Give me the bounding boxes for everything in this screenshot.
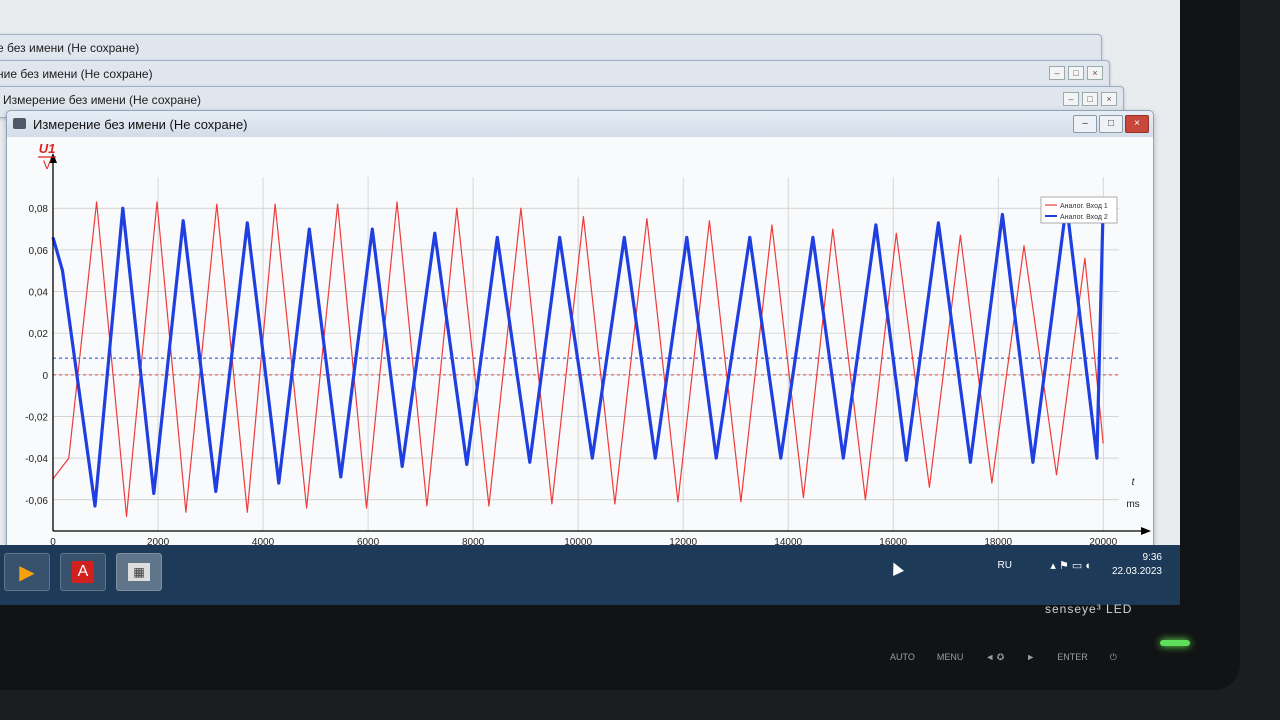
axes: [49, 153, 1151, 535]
x-tick-label: 20000: [1089, 537, 1117, 548]
x-tick-label: 18000: [984, 537, 1012, 548]
x-tick-label: 2000: [147, 537, 170, 548]
language-indicator[interactable]: RU: [997, 560, 1012, 571]
close-button[interactable]: ×: [1125, 115, 1149, 133]
background-window-title: Измерение без имени (Не сохране): [3, 93, 201, 107]
measurement-window[interactable]: Измерение без имени (Не сохране) – □ × 0…: [6, 110, 1154, 557]
legend-box: [1040, 196, 1118, 224]
screen: е без имени (Не сохране) ние без имени (…: [0, 0, 1180, 605]
series-group[interactable]: [51, 201, 1105, 517]
x-tick-label: 8000: [462, 537, 485, 548]
monitor-enter-button[interactable]: ENTER: [1057, 652, 1088, 662]
play-icon: ▶: [19, 561, 35, 584]
maximize-icon[interactable]: □: [1068, 66, 1084, 80]
monitor-left-button[interactable]: ◄ ✪: [985, 652, 1005, 662]
background-window-title: е без имени (Не сохране): [0, 41, 140, 55]
mean-lines: [53, 357, 1119, 376]
pdf-icon: A: [71, 561, 95, 583]
pdf-reader-taskbar-button[interactable]: A: [60, 553, 106, 591]
y-axis-label: U1: [39, 141, 56, 156]
series-2-line[interactable]: [51, 202, 1105, 508]
y-tick-label: 0: [42, 371, 48, 382]
window-controls: – □ ×: [1073, 115, 1149, 133]
system-tray: RU ▴ ⚑ ▭ ◐ 9:36 22.03.2023: [998, 551, 1162, 579]
window-titlebar[interactable]: Измерение без имени (Не сохране) – □ ×: [7, 111, 1153, 137]
maximize-icon[interactable]: □: [1082, 92, 1098, 106]
monitor-brand-logo: senseye³ LED: [1045, 602, 1133, 616]
y-axis-arrow-icon: [49, 153, 57, 163]
media-player-taskbar-button[interactable]: ▶: [4, 553, 50, 591]
power-led: [1160, 640, 1190, 646]
measurement-app-icon: ▦: [128, 563, 150, 581]
tray-icons[interactable]: ▴ ⚑ ▭ ◐: [1050, 560, 1092, 572]
measurement-app-taskbar-button[interactable]: ▦: [116, 553, 162, 591]
x-tick-label: 4000: [252, 537, 275, 548]
x-tick-label: 14000: [774, 537, 802, 548]
app-icon: [13, 118, 26, 129]
tick-labels: 0,08 0,06 0,04 0,02 0 -0,02 -0,04 -0,06 0 2000 400…: [25, 204, 1117, 548]
y-tick-label: -0,06: [25, 496, 48, 507]
x-axis-unit: ms: [1126, 499, 1139, 510]
x-tick-label: 6000: [357, 537, 380, 548]
window-controls: – □ ×: [1063, 92, 1117, 106]
legend-label-series-2: Аналог. Вход 2: [1060, 214, 1108, 221]
minimize-icon[interactable]: –: [1063, 92, 1079, 106]
taskbar: ▶ A ▦ RU ▴ ⚑ ▭ ◐ 9:36 22.03.2023: [0, 545, 1180, 605]
chart[interactable]: 0,08 0,06 0,04 0,02 0 -0,02 -0,04 -0,06 0 2000 400…: [7, 137, 1153, 556]
minimize-icon[interactable]: –: [1049, 66, 1065, 80]
y-tick-label: 0,08: [29, 204, 49, 215]
monitor-menu-button[interactable]: MENU: [936, 652, 964, 662]
clock-date[interactable]: 22.03.2023: [1111, 566, 1162, 577]
background-window-title: ние без имени (Не сохране): [0, 67, 153, 81]
x-tick-label: 12000: [669, 537, 697, 548]
y-tick-label: -0,04: [25, 454, 48, 465]
close-icon[interactable]: ×: [1101, 92, 1117, 106]
monitor-power-button[interactable]: ⏻: [1109, 652, 1117, 662]
legend[interactable]: Аналог. Вход 1 Аналог. Вход 2: [1040, 196, 1118, 224]
monitor-right-button[interactable]: ►: [1026, 652, 1036, 662]
y-tick-label: 0,02: [29, 329, 49, 340]
x-axis-arrow-icon: [1141, 527, 1151, 535]
maximize-button[interactable]: □: [1099, 115, 1123, 133]
x-tick-label: 10000: [564, 537, 592, 548]
y-tick-label: -0,02: [25, 412, 48, 423]
y-axis-unit: V: [43, 158, 51, 172]
monitor-auto-button[interactable]: AUTO: [890, 652, 915, 662]
window-title: Измерение без имени (Не сохране): [33, 117, 248, 132]
series-1-line[interactable]: [52, 201, 1104, 517]
y-tick-label: 0,06: [29, 246, 49, 257]
window-controls: – □ ×: [1049, 66, 1103, 80]
legend-label-series-1: Аналог. Вход 1: [1060, 203, 1108, 210]
minimize-button[interactable]: –: [1073, 115, 1097, 133]
x-tick-label: 16000: [879, 537, 907, 548]
x-tick-label: 0: [50, 537, 56, 548]
x-axis-label: t: [1132, 477, 1136, 488]
y-tick-label: 0,04: [29, 288, 49, 299]
close-icon[interactable]: ×: [1087, 66, 1103, 80]
monitor-buttons: AUTO MENU ◄ ✪ ► ENTER ⏻: [890, 652, 1117, 663]
clock-time[interactable]: 9:36: [1142, 552, 1162, 563]
